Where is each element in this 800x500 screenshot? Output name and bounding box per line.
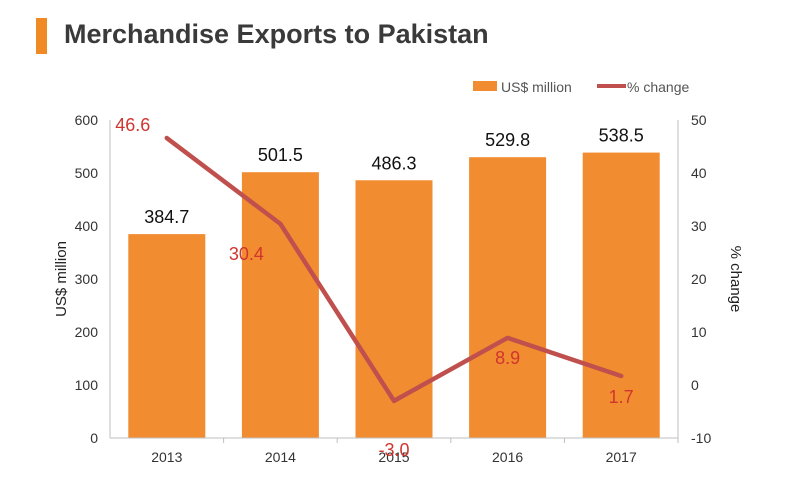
y2-tick-label: 0 (691, 377, 699, 393)
y-tick-label: 200 (75, 324, 99, 340)
bar-value-label: 384.7 (144, 207, 189, 227)
legend-line-label: % change (627, 79, 689, 95)
pct-change-line (164, 135, 624, 404)
bar-value-label: 501.5 (258, 145, 303, 165)
legend-bar-swatch (473, 81, 497, 91)
y-tick-label: 600 (75, 112, 99, 128)
pct-value-label: 1.7 (609, 387, 634, 407)
x-tick-label: 2016 (492, 449, 523, 465)
y2-tick-label: -10 (691, 430, 711, 446)
y2-axis-label: % change (727, 246, 744, 313)
bar-2017 (582, 152, 660, 438)
y-tick-label: 0 (90, 430, 98, 446)
axes-group: 0 100 200 300 400 500 600 -10 0 10 20 30 40 50 2013 201… (75, 112, 712, 465)
data-labels-group: 384.7 501.5 486.3 529.8 538.5 46.6 30.4 -3.0 8.9… (115, 115, 643, 460)
y2-tick-label: 40 (691, 165, 707, 181)
y2-tick-label: 30 (691, 218, 707, 234)
y2-tick-label: 10 (691, 324, 707, 340)
bar-2013 (128, 234, 206, 438)
chart-title: Merchandise Exports to Pakistan (64, 19, 489, 49)
x-tick-label: 2017 (606, 449, 637, 465)
y-tick-label: 300 (75, 271, 99, 287)
pct-value-label: 30.4 (229, 244, 264, 264)
pct-value-label: -3.0 (378, 440, 409, 460)
y2-tick-label: 20 (691, 271, 707, 287)
bars-group (128, 152, 660, 439)
bar-2015 (355, 180, 433, 439)
pct-value-label: 8.9 (495, 348, 520, 368)
y-tick-label: 500 (75, 165, 99, 181)
y-tick-label: 400 (75, 218, 99, 234)
x-tick-label: 2014 (265, 449, 296, 465)
bar-value-label: 486.3 (371, 153, 416, 173)
legend: US$ million % change (473, 79, 689, 95)
bar-value-label: 538.5 (599, 126, 644, 146)
bar-2014 (241, 172, 319, 438)
line-series-group (164, 135, 624, 404)
bar-value-label: 529.8 (485, 130, 530, 150)
x-tick-label: 2015 (378, 449, 409, 465)
legend-bar-label: US$ million (501, 79, 572, 95)
y2-tick-label: 50 (691, 112, 707, 128)
bar-2016 (469, 157, 547, 438)
y-axis-label: US$ million (53, 241, 70, 317)
pct-value-label: 46.6 (115, 115, 150, 135)
x-tick-label: 2013 (151, 449, 182, 465)
title-accent-bar (36, 18, 47, 54)
y-tick-label: 100 (75, 377, 99, 393)
